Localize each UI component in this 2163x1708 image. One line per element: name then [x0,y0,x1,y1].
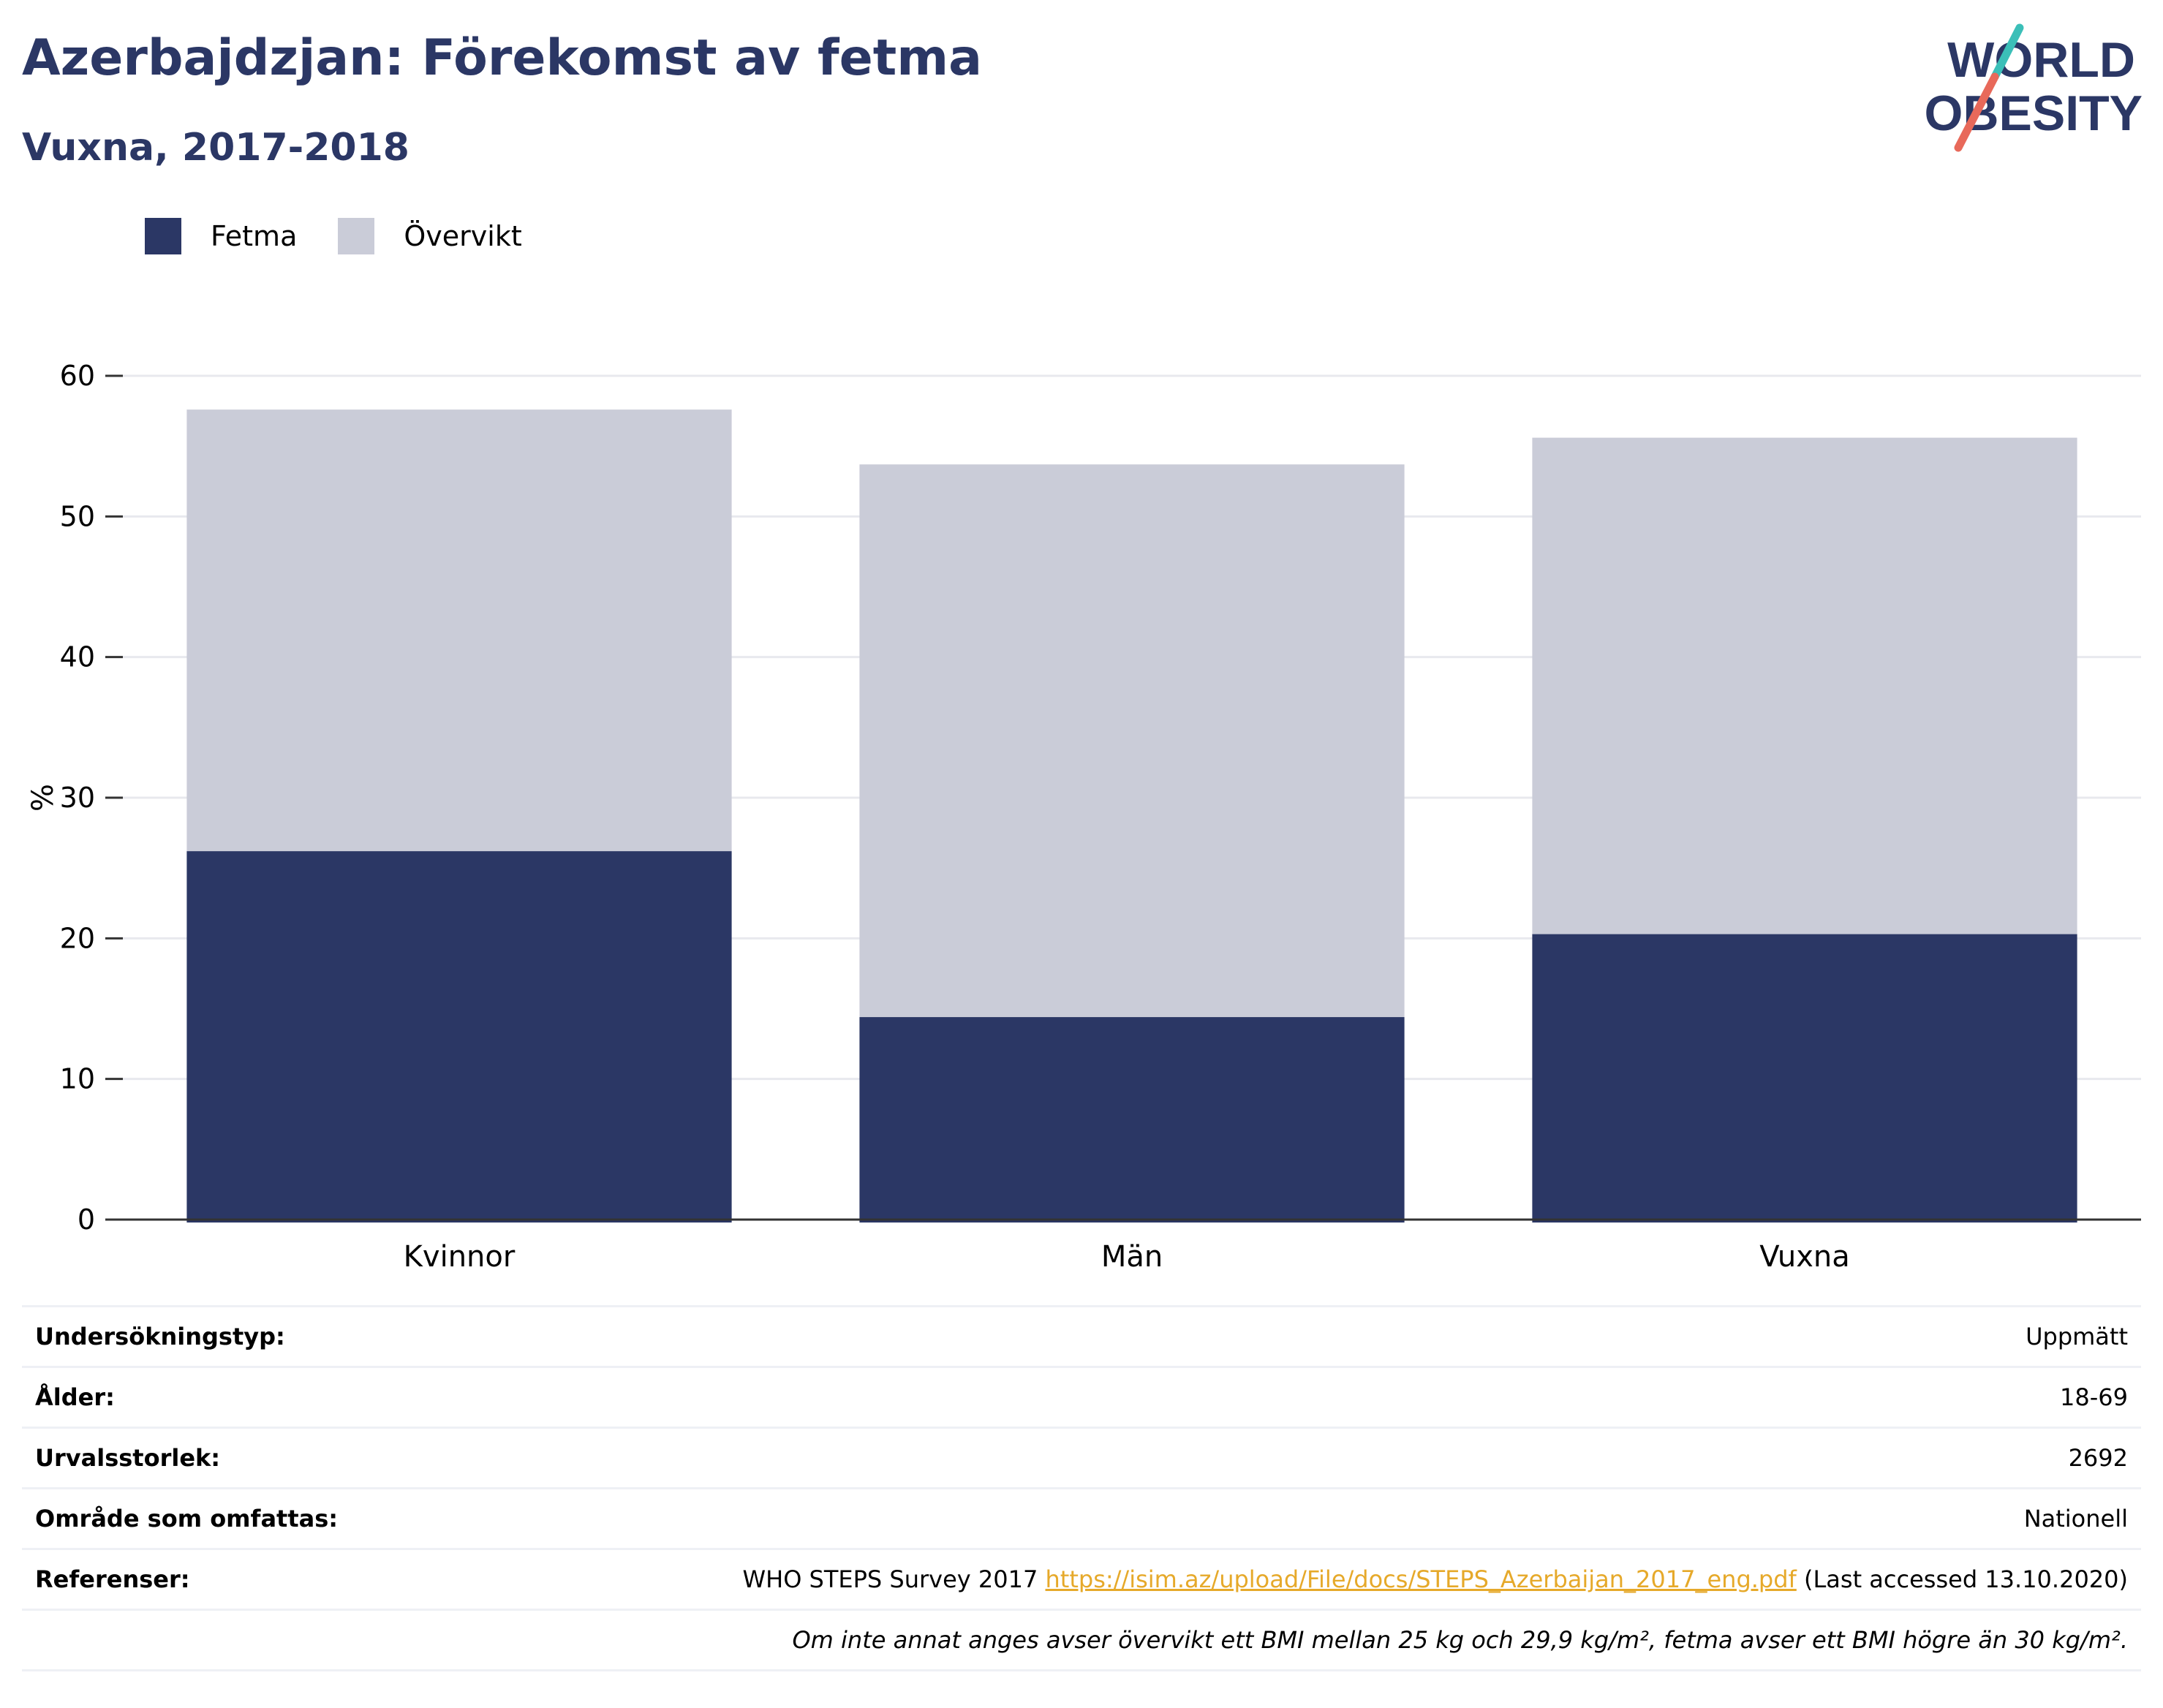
info-value: Uppmätt [2026,1323,2128,1350]
bar-fetma [1532,934,2077,1223]
bmi-note: Om inte annat anges avser övervikt ett B… [792,1626,2128,1654]
info-row-note: Om inte annat anges avser övervikt ett B… [22,1609,2141,1671]
info-label: Referenser: [35,1565,190,1593]
y-tick-label: 10 [60,1063,95,1095]
y-tick-label: 60 [60,360,95,392]
world-obesity-logo: WORLD OBESITY [1925,23,2143,152]
info-row-references: Referenser: WHO STEPS Survey 2017 https:… [22,1548,2141,1609]
reference-accessed: (Last accessed 13.10.2020) [1803,1565,2128,1593]
survey-info-table: Undersökningstyp: Uppmätt Ålder: 18-69 U… [22,1305,2141,1671]
info-row-area: Område som omfattas: Nationell [22,1487,2141,1548]
info-value: Nationell [2023,1505,2128,1533]
y-tick-label: 20 [60,922,95,954]
info-row-survey-type: Undersökningstyp: Uppmätt [22,1305,2141,1366]
logo-slash-red [1954,72,1999,152]
logo-slash-teal [1990,23,2024,81]
bar-overvikt [859,464,1405,1018]
legend-item-overvikt: Övervikt [338,218,522,254]
info-row-sample-size: Urvalsstorlek: 2692 [22,1427,2141,1487]
chart-legend: Fetma Övervikt [145,218,563,254]
reference-source: WHO STEPS Survey 2017 [742,1565,1038,1593]
logo-line-2: OBESITY [1925,86,2143,141]
info-row-age: Ålder: 18-69 [22,1366,2141,1427]
bar-overvikt [186,409,732,852]
y-axis-label: % [26,784,60,812]
info-label: Område som omfattas: [35,1505,339,1533]
y-tick-label: 0 [78,1203,95,1236]
y-tick-label: 30 [60,782,95,814]
page-title: Azerbajdzjan: Förekomst av fetma [22,29,982,87]
y-tick-label: 40 [60,641,95,673]
x-tick-label: Män [1101,1240,1163,1272]
bar-overvikt [1532,437,2077,934]
stacked-bar-chart: 0 10 20 30 40 50 60 Kvinnor Män Vuxna % [26,360,2141,1272]
legend-swatch-overvikt [338,218,375,254]
info-value: 18-69 [2060,1383,2128,1411]
references-value: WHO STEPS Survey 2017 https://isim.az/up… [742,1565,2128,1593]
reference-link[interactable]: https://isim.az/upload/File/docs/STEPS_A… [1045,1565,1797,1593]
x-tick-label: Kvinnor [404,1240,516,1272]
page-subtitle: Vuxna, 2017-2018 [22,126,409,170]
info-label: Ålder: [35,1383,115,1411]
x-tick-label: Vuxna [1759,1240,1850,1272]
bar-fetma [186,851,732,1223]
legend-item-fetma: Fetma [145,218,297,254]
legend-label-overvikt: Övervikt [404,220,522,252]
logo-line-1: WORLD [1947,32,2135,88]
info-label: Undersökningstyp: [35,1323,285,1350]
info-value: 2692 [2068,1444,2128,1472]
bar-fetma [859,1017,1405,1223]
info-label: Urvalsstorlek: [35,1444,221,1472]
legend-label-fetma: Fetma [211,220,298,252]
y-tick-label: 50 [60,500,95,532]
legend-swatch-fetma [145,218,181,254]
